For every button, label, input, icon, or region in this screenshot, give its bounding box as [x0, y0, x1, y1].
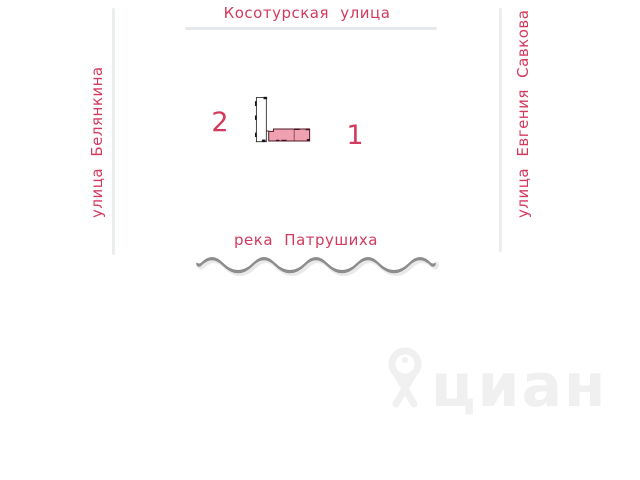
street-label-belyankina: улица Белянкина	[88, 66, 106, 218]
cian-brand-text: циан	[431, 351, 608, 421]
street-label-evgeniya-savkova: улица Евгения Савкова	[514, 9, 532, 218]
building-2-footprint[interactable]	[254, 96, 270, 143]
river-label: река Патрушиха	[234, 231, 378, 249]
street-line-left	[112, 8, 115, 255]
building-1-entrance-tick	[275, 139, 280, 142]
building-1-entrance-tick	[294, 128, 300, 131]
street-label-kosoturskaya: Косотурская улица	[223, 4, 391, 22]
building-1-entrance-tick	[281, 139, 287, 142]
building-2-entrance-tick	[263, 96, 268, 100]
street-line-top	[185, 27, 437, 30]
building-1-label[interactable]: 1	[346, 120, 364, 151]
buildings-plan	[254, 96, 311, 143]
building-2-entrance-tick	[254, 132, 257, 137]
building-1-entrance-tick	[306, 138, 310, 142]
building-1-entrance-tick	[305, 128, 310, 131]
building-2-entrance-tick	[254, 101, 257, 106]
river-wave-gray-stroke	[196, 254, 436, 274]
street-line-right	[499, 8, 502, 252]
cian-pin-icon	[388, 347, 422, 408]
building-2-entrance-tick	[261, 139, 266, 142]
river-wave-white-stroke	[196, 251, 436, 270]
building-1-footprint[interactable]	[268, 128, 311, 142]
cian-watermark: циан	[385, 342, 605, 432]
building-2-label[interactable]: 2	[211, 107, 229, 138]
building-2-entrance-tick	[254, 115, 257, 120]
river-wave	[196, 251, 439, 276]
